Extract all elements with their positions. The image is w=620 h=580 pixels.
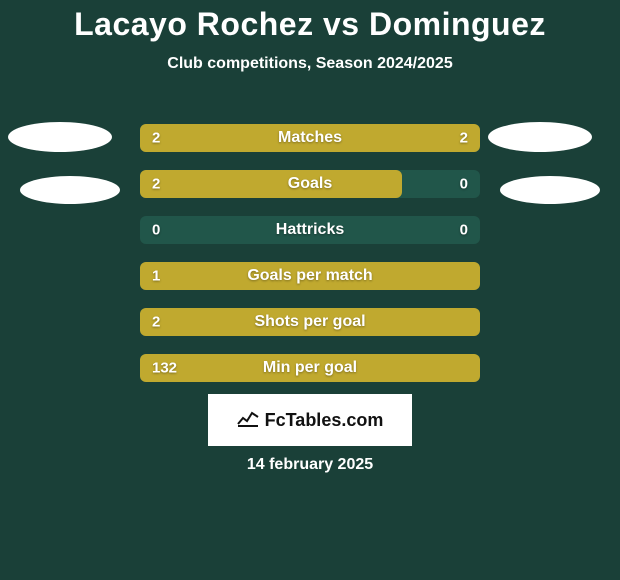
subtitle: Club competitions, Season 2024/2025 [0, 55, 620, 73]
stat-value-left: 2 [152, 314, 160, 331]
player-left-avatar-2 [20, 176, 120, 204]
stat-row: Shots per goal 2 [140, 308, 480, 336]
player-left-avatar-1 [8, 122, 112, 152]
stat-value-left: 2 [152, 176, 160, 193]
stat-row: Hattricks 0 0 [140, 216, 480, 244]
player-right-avatar-1 [488, 122, 592, 152]
infographic-canvas: Lacayo Rochez vs Dominguez Club competit… [0, 0, 620, 580]
stat-value-right: 0 [460, 176, 468, 193]
chart-line-icon [237, 409, 259, 432]
stat-row: Goals 2 0 [140, 170, 480, 198]
stat-value-left: 2 [152, 130, 160, 147]
stat-label: Min per goal [263, 359, 357, 377]
watermark-text: FcTables.com [265, 410, 384, 431]
stat-row: Goals per match 1 [140, 262, 480, 290]
stat-label: Shots per goal [254, 313, 365, 331]
date-label: 14 february 2025 [247, 456, 373, 474]
page-title: Lacayo Rochez vs Dominguez [0, 0, 620, 43]
stat-label: Goals per match [247, 267, 372, 285]
stat-value-right: 0 [460, 222, 468, 239]
stat-label: Goals [288, 175, 332, 193]
stat-bar-fill-left [140, 170, 402, 198]
stat-value-left: 0 [152, 222, 160, 239]
stat-bars: Matches 2 2 Goals 2 0 Hattricks 0 0 Goals per mat… [140, 124, 480, 400]
stat-row: Matches 2 2 [140, 124, 480, 152]
stat-label: Hattricks [276, 221, 344, 239]
stat-value-left: 132 [152, 360, 177, 377]
player-right-avatar-2 [500, 176, 600, 204]
stat-row: Min per goal 132 [140, 354, 480, 382]
stat-label: Matches [278, 129, 342, 147]
stat-value-right: 2 [460, 130, 468, 147]
stat-value-left: 1 [152, 268, 160, 285]
watermark: FcTables.com [208, 394, 412, 446]
